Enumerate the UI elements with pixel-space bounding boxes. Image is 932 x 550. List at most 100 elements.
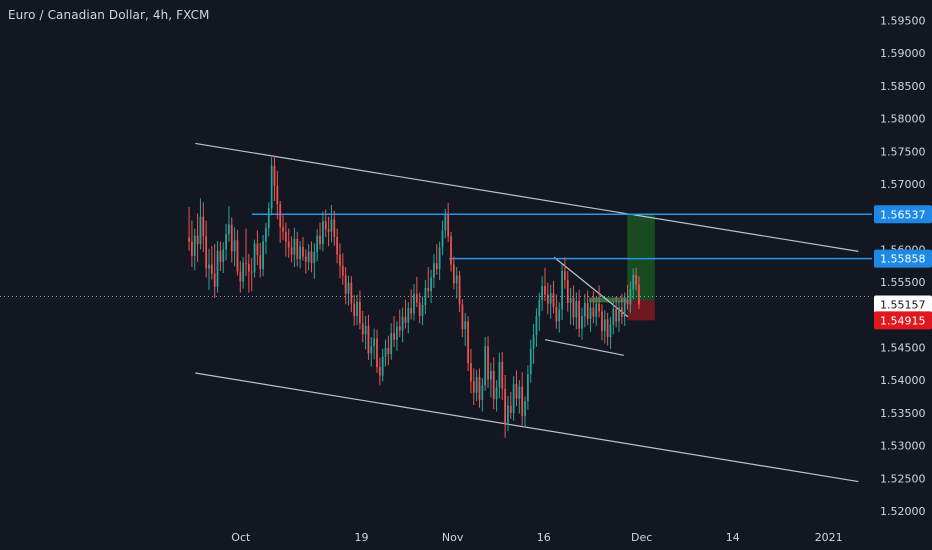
- time-tick-label: Dec: [631, 531, 652, 544]
- candle-body: [393, 333, 395, 340]
- price-tick-label: 1.53000: [880, 440, 926, 453]
- candle-body: [347, 282, 350, 294]
- candle-body: [535, 316, 538, 336]
- candle-body: [464, 321, 467, 330]
- candle-body: [407, 308, 410, 323]
- candle-body: [515, 384, 518, 399]
- candle-body: [356, 301, 358, 317]
- time-tick-label: 16: [537, 531, 551, 544]
- loss-zone: [627, 300, 655, 321]
- trendline-channel-bottom[interactable]: [195, 372, 859, 483]
- candle-body: [455, 275, 458, 284]
- candle-body: [618, 307, 620, 322]
- candle-body: [265, 227, 267, 242]
- candle-body: [433, 263, 435, 278]
- stop-price-badge-bg: [874, 311, 932, 330]
- candle-body: [558, 309, 561, 322]
- candle-body: [302, 246, 304, 257]
- candle-body: [620, 307, 623, 317]
- candle-body: [230, 224, 233, 252]
- candle-body: [253, 243, 256, 273]
- candle-body: [623, 299, 626, 317]
- candle-body: [216, 250, 219, 287]
- profit-zone: [627, 214, 655, 301]
- candle-body: [267, 208, 270, 228]
- candle-body: [202, 216, 205, 237]
- candle-body: [601, 311, 603, 332]
- candle-body: [324, 221, 327, 230]
- candle-body: [421, 304, 424, 317]
- candle-body: [487, 346, 489, 380]
- candle-body: [299, 246, 301, 260]
- candle-body: [316, 235, 319, 253]
- candle-body: [438, 247, 441, 270]
- candle-body: [344, 275, 347, 294]
- candle-body: [615, 308, 618, 322]
- candle-body: [384, 348, 387, 357]
- candle-body: [484, 346, 487, 386]
- price-badges: 1.56537 1.55858 1.55157 1.54915: [874, 205, 932, 330]
- time-axis[interactable]: Oct 19 Nov 16 Dec 14 2021: [231, 531, 842, 544]
- candle-body: [290, 247, 293, 255]
- trendline-wedge-bottom[interactable]: [544, 339, 624, 356]
- candle-body: [492, 371, 495, 400]
- candle-body: [478, 376, 481, 400]
- position-zones: [589, 214, 655, 321]
- candle-body: [381, 356, 384, 376]
- candle-body: [529, 348, 532, 375]
- level-badge-1-bg: [874, 249, 932, 268]
- candle-body: [549, 293, 552, 304]
- candle-body: [470, 363, 472, 382]
- stop-price-badge-label: 1.54915: [880, 314, 926, 327]
- candle-body: [481, 385, 484, 400]
- candles: [188, 156, 640, 438]
- candle-body: [361, 323, 364, 335]
- candle-body: [242, 263, 245, 282]
- candle-body: [564, 270, 566, 281]
- candle-body: [219, 250, 222, 262]
- time-tick-label: 19: [355, 531, 369, 544]
- candle-body: [213, 273, 216, 287]
- candle-body: [521, 386, 524, 417]
- candle-body: [635, 274, 637, 285]
- candle-body: [396, 326, 398, 340]
- candle-body: [532, 335, 535, 349]
- candle-body: [450, 236, 452, 265]
- candle-body: [415, 293, 418, 303]
- candle-body: [472, 381, 475, 393]
- candle-body: [552, 293, 555, 307]
- trendline-wedge-top[interactable]: [553, 256, 629, 318]
- candle-body: [247, 263, 250, 272]
- candle-body: [304, 256, 307, 262]
- candle-body: [461, 304, 464, 330]
- candle-body: [518, 386, 521, 399]
- drawn-lines: [195, 142, 872, 483]
- price-tick-label: 1.58000: [880, 113, 926, 126]
- candle-body: [498, 361, 501, 388]
- candle-body: [228, 224, 230, 235]
- candle-body: [626, 299, 629, 305]
- candle-body: [632, 274, 635, 290]
- candle-body: [489, 371, 492, 380]
- candle-body: [546, 294, 549, 304]
- trendline-channel-top[interactable]: [195, 142, 859, 252]
- candle-body: [245, 263, 247, 265]
- candle-body: [512, 384, 515, 413]
- candle-body: [430, 277, 432, 292]
- candle-body: [572, 297, 575, 318]
- candle-body: [188, 237, 190, 242]
- price-tick-label: 1.58500: [880, 80, 926, 93]
- time-tick-label: Nov: [442, 531, 464, 544]
- candle-body: [191, 241, 193, 256]
- time-tick-label: 14: [726, 531, 740, 544]
- candle-body: [359, 301, 361, 324]
- candle-body: [256, 243, 259, 256]
- candle-body: [444, 214, 447, 231]
- candle-body: [307, 251, 310, 262]
- candle-body: [603, 319, 606, 332]
- candle-body: [273, 165, 276, 186]
